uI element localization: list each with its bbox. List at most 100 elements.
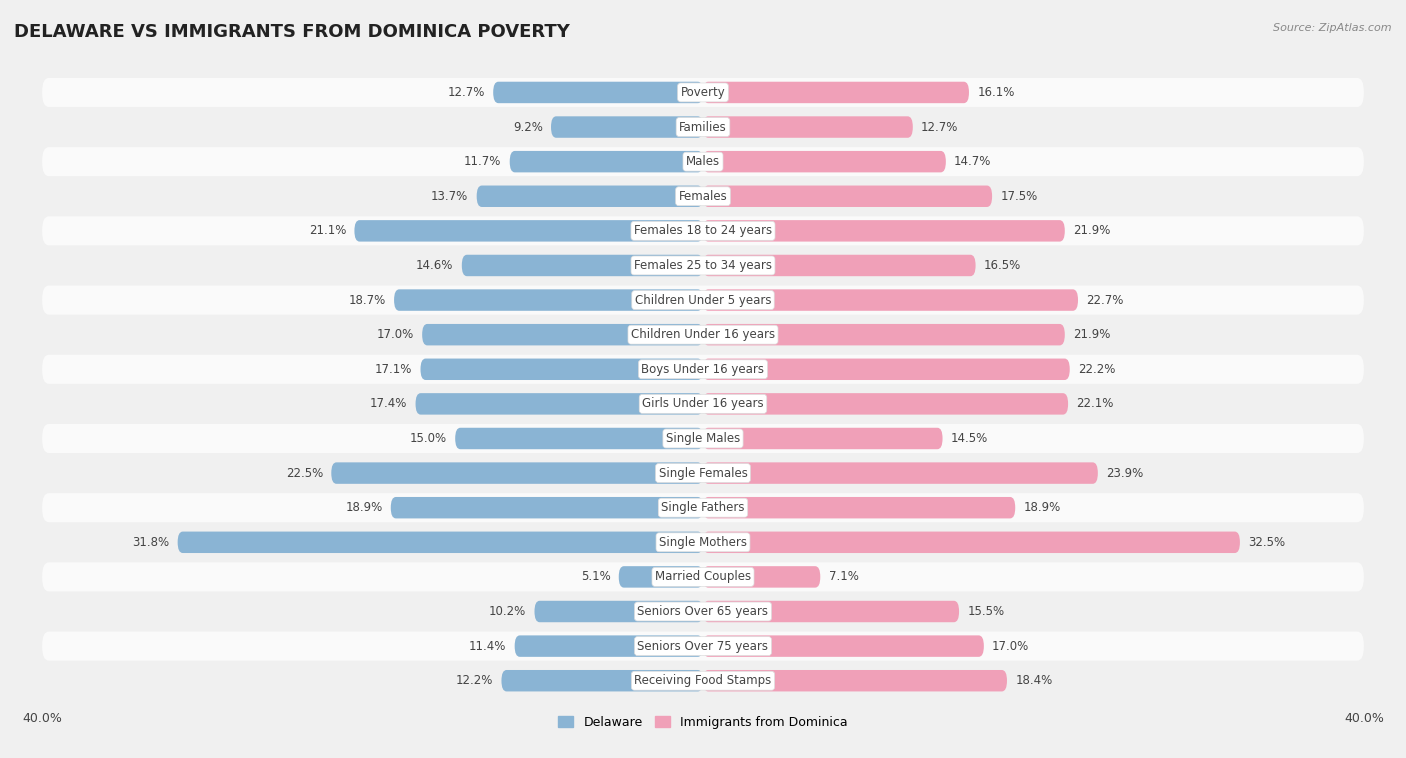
- FancyBboxPatch shape: [42, 390, 1364, 418]
- FancyBboxPatch shape: [42, 562, 1364, 591]
- Text: Single Fathers: Single Fathers: [661, 501, 745, 514]
- FancyBboxPatch shape: [42, 216, 1364, 246]
- Text: 18.4%: 18.4%: [1015, 674, 1053, 688]
- FancyBboxPatch shape: [510, 151, 703, 172]
- FancyBboxPatch shape: [42, 631, 1364, 661]
- Text: 7.1%: 7.1%: [828, 571, 859, 584]
- FancyBboxPatch shape: [42, 355, 1364, 384]
- FancyBboxPatch shape: [703, 531, 1240, 553]
- Text: Source: ZipAtlas.com: Source: ZipAtlas.com: [1274, 23, 1392, 33]
- Text: Children Under 5 years: Children Under 5 years: [634, 293, 772, 306]
- Legend: Delaware, Immigrants from Dominica: Delaware, Immigrants from Dominica: [554, 711, 852, 734]
- FancyBboxPatch shape: [42, 597, 1364, 626]
- Text: 9.2%: 9.2%: [513, 121, 543, 133]
- FancyBboxPatch shape: [420, 359, 703, 380]
- FancyBboxPatch shape: [703, 116, 912, 138]
- FancyBboxPatch shape: [42, 182, 1364, 211]
- FancyBboxPatch shape: [515, 635, 703, 657]
- FancyBboxPatch shape: [477, 186, 703, 207]
- Text: 23.9%: 23.9%: [1107, 467, 1143, 480]
- Text: 17.1%: 17.1%: [375, 363, 412, 376]
- Text: 18.7%: 18.7%: [349, 293, 385, 306]
- FancyBboxPatch shape: [416, 393, 703, 415]
- FancyBboxPatch shape: [703, 324, 1064, 346]
- Text: 21.1%: 21.1%: [309, 224, 346, 237]
- FancyBboxPatch shape: [42, 251, 1364, 280]
- Text: Single Females: Single Females: [658, 467, 748, 480]
- Text: 10.2%: 10.2%: [489, 605, 526, 618]
- Text: 17.0%: 17.0%: [993, 640, 1029, 653]
- Text: Seniors Over 65 years: Seniors Over 65 years: [637, 605, 769, 618]
- Text: 16.1%: 16.1%: [977, 86, 1015, 99]
- Text: 21.9%: 21.9%: [1073, 328, 1111, 341]
- Text: 11.7%: 11.7%: [464, 155, 502, 168]
- FancyBboxPatch shape: [177, 531, 703, 553]
- Text: DELAWARE VS IMMIGRANTS FROM DOMINICA POVERTY: DELAWARE VS IMMIGRANTS FROM DOMINICA POV…: [14, 23, 569, 41]
- Text: Females 25 to 34 years: Females 25 to 34 years: [634, 259, 772, 272]
- FancyBboxPatch shape: [461, 255, 703, 276]
- Text: Single Males: Single Males: [666, 432, 740, 445]
- FancyBboxPatch shape: [456, 428, 703, 449]
- FancyBboxPatch shape: [42, 78, 1364, 107]
- Text: Females: Females: [679, 190, 727, 202]
- Text: 14.5%: 14.5%: [950, 432, 988, 445]
- FancyBboxPatch shape: [703, 428, 942, 449]
- Text: 22.7%: 22.7%: [1087, 293, 1123, 306]
- Text: 16.5%: 16.5%: [984, 259, 1021, 272]
- FancyBboxPatch shape: [703, 670, 1007, 691]
- FancyBboxPatch shape: [703, 497, 1015, 518]
- Text: 12.7%: 12.7%: [447, 86, 485, 99]
- FancyBboxPatch shape: [42, 493, 1364, 522]
- Text: 12.2%: 12.2%: [456, 674, 494, 688]
- FancyBboxPatch shape: [502, 670, 703, 691]
- Text: Poverty: Poverty: [681, 86, 725, 99]
- FancyBboxPatch shape: [703, 601, 959, 622]
- Text: 15.0%: 15.0%: [409, 432, 447, 445]
- FancyBboxPatch shape: [534, 601, 703, 622]
- Text: 18.9%: 18.9%: [1024, 501, 1060, 514]
- Text: 31.8%: 31.8%: [132, 536, 169, 549]
- FancyBboxPatch shape: [703, 462, 1098, 484]
- FancyBboxPatch shape: [42, 666, 1364, 695]
- Text: 22.2%: 22.2%: [1078, 363, 1115, 376]
- Text: Children Under 16 years: Children Under 16 years: [631, 328, 775, 341]
- FancyBboxPatch shape: [551, 116, 703, 138]
- FancyBboxPatch shape: [703, 255, 976, 276]
- Text: 17.5%: 17.5%: [1001, 190, 1038, 202]
- FancyBboxPatch shape: [703, 82, 969, 103]
- FancyBboxPatch shape: [42, 320, 1364, 349]
- Text: 17.0%: 17.0%: [377, 328, 413, 341]
- Text: 11.4%: 11.4%: [470, 640, 506, 653]
- Text: 15.5%: 15.5%: [967, 605, 1004, 618]
- Text: 22.5%: 22.5%: [285, 467, 323, 480]
- FancyBboxPatch shape: [703, 186, 993, 207]
- Text: Females 18 to 24 years: Females 18 to 24 years: [634, 224, 772, 237]
- Text: Girls Under 16 years: Girls Under 16 years: [643, 397, 763, 410]
- Text: 32.5%: 32.5%: [1249, 536, 1285, 549]
- Text: 5.1%: 5.1%: [581, 571, 610, 584]
- Text: Boys Under 16 years: Boys Under 16 years: [641, 363, 765, 376]
- Text: 21.9%: 21.9%: [1073, 224, 1111, 237]
- Text: 13.7%: 13.7%: [432, 190, 468, 202]
- FancyBboxPatch shape: [703, 220, 1064, 242]
- FancyBboxPatch shape: [494, 82, 703, 103]
- Text: 12.7%: 12.7%: [921, 121, 959, 133]
- FancyBboxPatch shape: [703, 359, 1070, 380]
- FancyBboxPatch shape: [422, 324, 703, 346]
- Text: 17.4%: 17.4%: [370, 397, 408, 410]
- FancyBboxPatch shape: [354, 220, 703, 242]
- FancyBboxPatch shape: [619, 566, 703, 587]
- FancyBboxPatch shape: [42, 459, 1364, 487]
- Text: Married Couples: Married Couples: [655, 571, 751, 584]
- Text: Males: Males: [686, 155, 720, 168]
- Text: 18.9%: 18.9%: [346, 501, 382, 514]
- FancyBboxPatch shape: [42, 147, 1364, 176]
- FancyBboxPatch shape: [391, 497, 703, 518]
- FancyBboxPatch shape: [42, 286, 1364, 315]
- FancyBboxPatch shape: [703, 151, 946, 172]
- Text: Receiving Food Stamps: Receiving Food Stamps: [634, 674, 772, 688]
- FancyBboxPatch shape: [703, 635, 984, 657]
- FancyBboxPatch shape: [42, 112, 1364, 142]
- FancyBboxPatch shape: [703, 290, 1078, 311]
- Text: Single Mothers: Single Mothers: [659, 536, 747, 549]
